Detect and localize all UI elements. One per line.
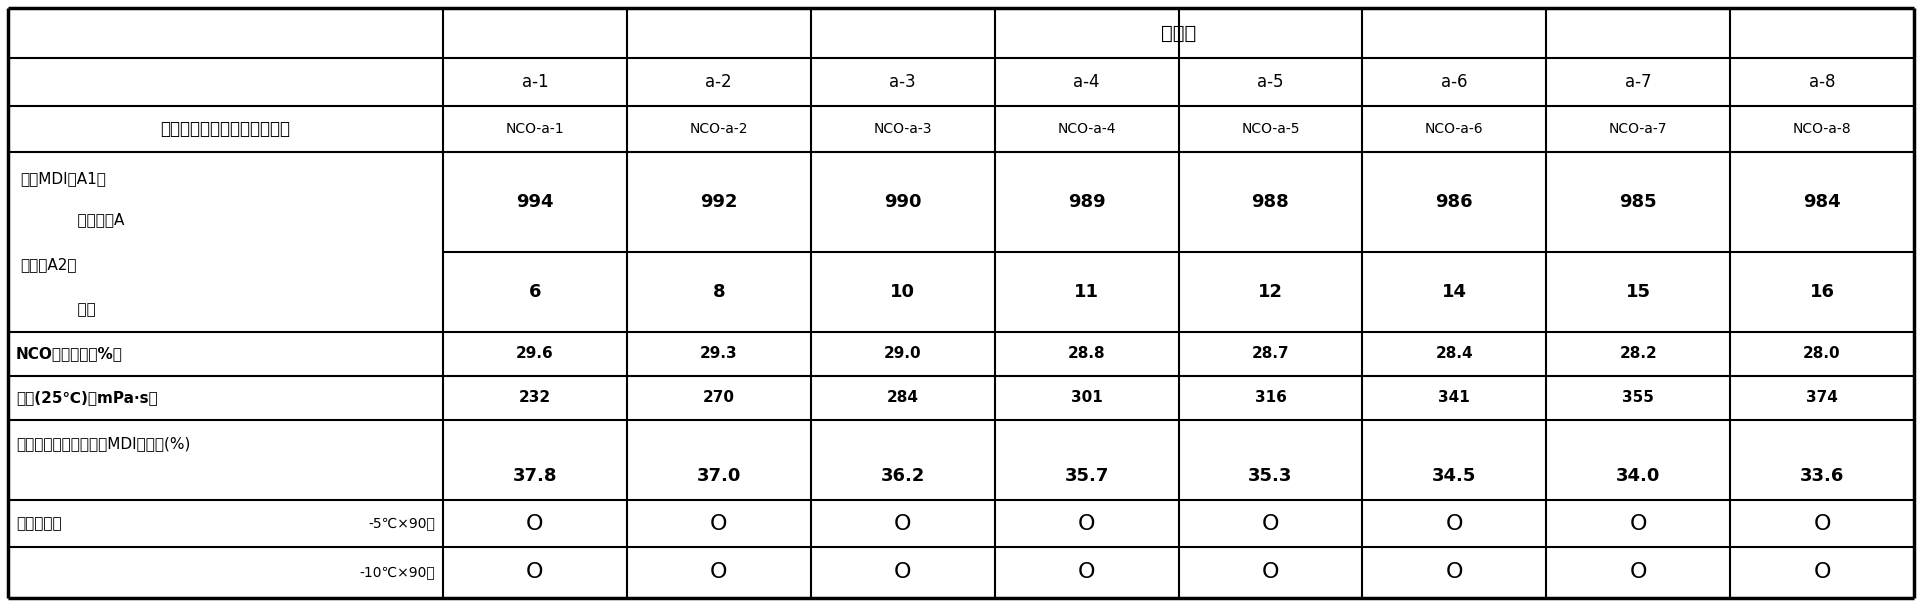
Text: 33.6: 33.6	[1799, 467, 1845, 485]
Text: 992: 992	[700, 193, 738, 211]
Text: a-8: a-8	[1809, 73, 1836, 91]
Text: 28.2: 28.2	[1620, 347, 1657, 362]
Text: 28.8: 28.8	[1069, 347, 1105, 362]
Text: 37.0: 37.0	[696, 467, 742, 485]
Text: a-1: a-1	[521, 73, 548, 91]
Text: NCO-a-3: NCO-a-3	[873, 122, 932, 136]
Text: O: O	[709, 513, 728, 533]
Text: O: O	[1078, 562, 1096, 582]
Text: NCO-a-1: NCO-a-1	[505, 122, 565, 136]
Text: a-7: a-7	[1624, 73, 1651, 91]
Text: a-2: a-2	[705, 73, 732, 91]
Text: 985: 985	[1620, 193, 1657, 211]
Text: 989: 989	[1069, 193, 1105, 211]
Text: 14: 14	[1442, 283, 1466, 301]
Text: 988: 988	[1251, 193, 1290, 211]
Text: 6: 6	[529, 283, 542, 301]
Text: 355: 355	[1622, 390, 1655, 405]
Text: O: O	[1261, 562, 1280, 582]
Text: 316: 316	[1255, 390, 1286, 405]
Text: NCO-a-4: NCO-a-4	[1057, 122, 1117, 136]
Text: -5℃×90天: -5℃×90天	[369, 516, 434, 530]
Text: NCO-a-8: NCO-a-8	[1793, 122, 1851, 136]
Text: O: O	[1812, 562, 1832, 582]
Text: NCO含量（质量%）: NCO含量（质量%）	[15, 347, 123, 362]
Text: 15: 15	[1626, 283, 1651, 301]
Text: 异氰酸酯A: 异氰酸酯A	[58, 212, 125, 227]
Text: O: O	[1445, 562, 1463, 582]
Text: 29.3: 29.3	[700, 347, 738, 362]
Text: O: O	[527, 562, 544, 582]
Text: 储存稳定性: 储存稳定性	[15, 516, 62, 531]
Text: O: O	[894, 562, 911, 582]
Text: 990: 990	[884, 193, 921, 211]
Text: O: O	[1630, 513, 1647, 533]
Text: NCO-a-7: NCO-a-7	[1609, 122, 1668, 136]
Text: 粘度(25℃)（mPa·s）: 粘度(25℃)（mPa·s）	[15, 390, 158, 405]
Text: 986: 986	[1436, 193, 1472, 211]
Text: 10: 10	[890, 283, 915, 301]
Text: 29.6: 29.6	[517, 347, 554, 362]
Text: 35.3: 35.3	[1247, 467, 1294, 485]
Text: -10℃×90天: -10℃×90天	[359, 565, 434, 579]
Text: 28.4: 28.4	[1436, 347, 1472, 362]
Text: NCO-a-2: NCO-a-2	[690, 122, 748, 136]
Text: 29.0: 29.0	[884, 347, 921, 362]
Text: O: O	[1630, 562, 1647, 582]
Text: 聚合MDI（A1）: 聚合MDI（A1）	[19, 171, 106, 187]
Text: 301: 301	[1071, 390, 1103, 405]
Text: 270: 270	[703, 390, 734, 405]
Text: 醇类（A2）: 醇类（A2）	[19, 257, 77, 272]
Text: O: O	[1261, 513, 1280, 533]
Text: a-5: a-5	[1257, 73, 1284, 91]
Text: O: O	[1445, 513, 1463, 533]
Text: O: O	[1812, 513, 1832, 533]
Text: 34.5: 34.5	[1432, 467, 1476, 485]
Text: 232: 232	[519, 390, 552, 405]
Text: 16: 16	[1809, 283, 1836, 301]
Text: O: O	[709, 562, 728, 582]
Text: NCO-a-5: NCO-a-5	[1242, 122, 1299, 136]
Text: 341: 341	[1438, 390, 1470, 405]
Text: 甲醇: 甲醇	[58, 302, 96, 317]
Text: 984: 984	[1803, 193, 1841, 211]
Text: 28.0: 28.0	[1803, 347, 1841, 362]
Text: NCO-a-6: NCO-a-6	[1424, 122, 1484, 136]
Text: 11: 11	[1074, 283, 1099, 301]
Text: 35.7: 35.7	[1065, 467, 1109, 485]
Text: 多异氰酸酯组合物（质量份）: 多异氰酸酯组合物（质量份）	[161, 120, 290, 138]
Text: O: O	[527, 513, 544, 533]
Text: 12: 12	[1257, 283, 1284, 301]
Text: 8: 8	[713, 283, 725, 301]
Text: 994: 994	[517, 193, 554, 211]
Text: 实施例: 实施例	[1161, 24, 1195, 42]
Text: O: O	[1078, 513, 1096, 533]
Text: 284: 284	[886, 390, 919, 405]
Text: a-6: a-6	[1442, 73, 1468, 91]
Text: 36.2: 36.2	[880, 467, 924, 485]
Text: O: O	[894, 513, 911, 533]
Text: a-3: a-3	[890, 73, 917, 91]
Text: 多异氰酸酯组合物中的MDI的比例(%): 多异氰酸酯组合物中的MDI的比例(%)	[15, 436, 190, 451]
Text: 34.0: 34.0	[1616, 467, 1661, 485]
Text: 374: 374	[1807, 390, 1837, 405]
Text: 28.7: 28.7	[1251, 347, 1290, 362]
Text: 37.8: 37.8	[513, 467, 557, 485]
Text: a-4: a-4	[1072, 73, 1099, 91]
